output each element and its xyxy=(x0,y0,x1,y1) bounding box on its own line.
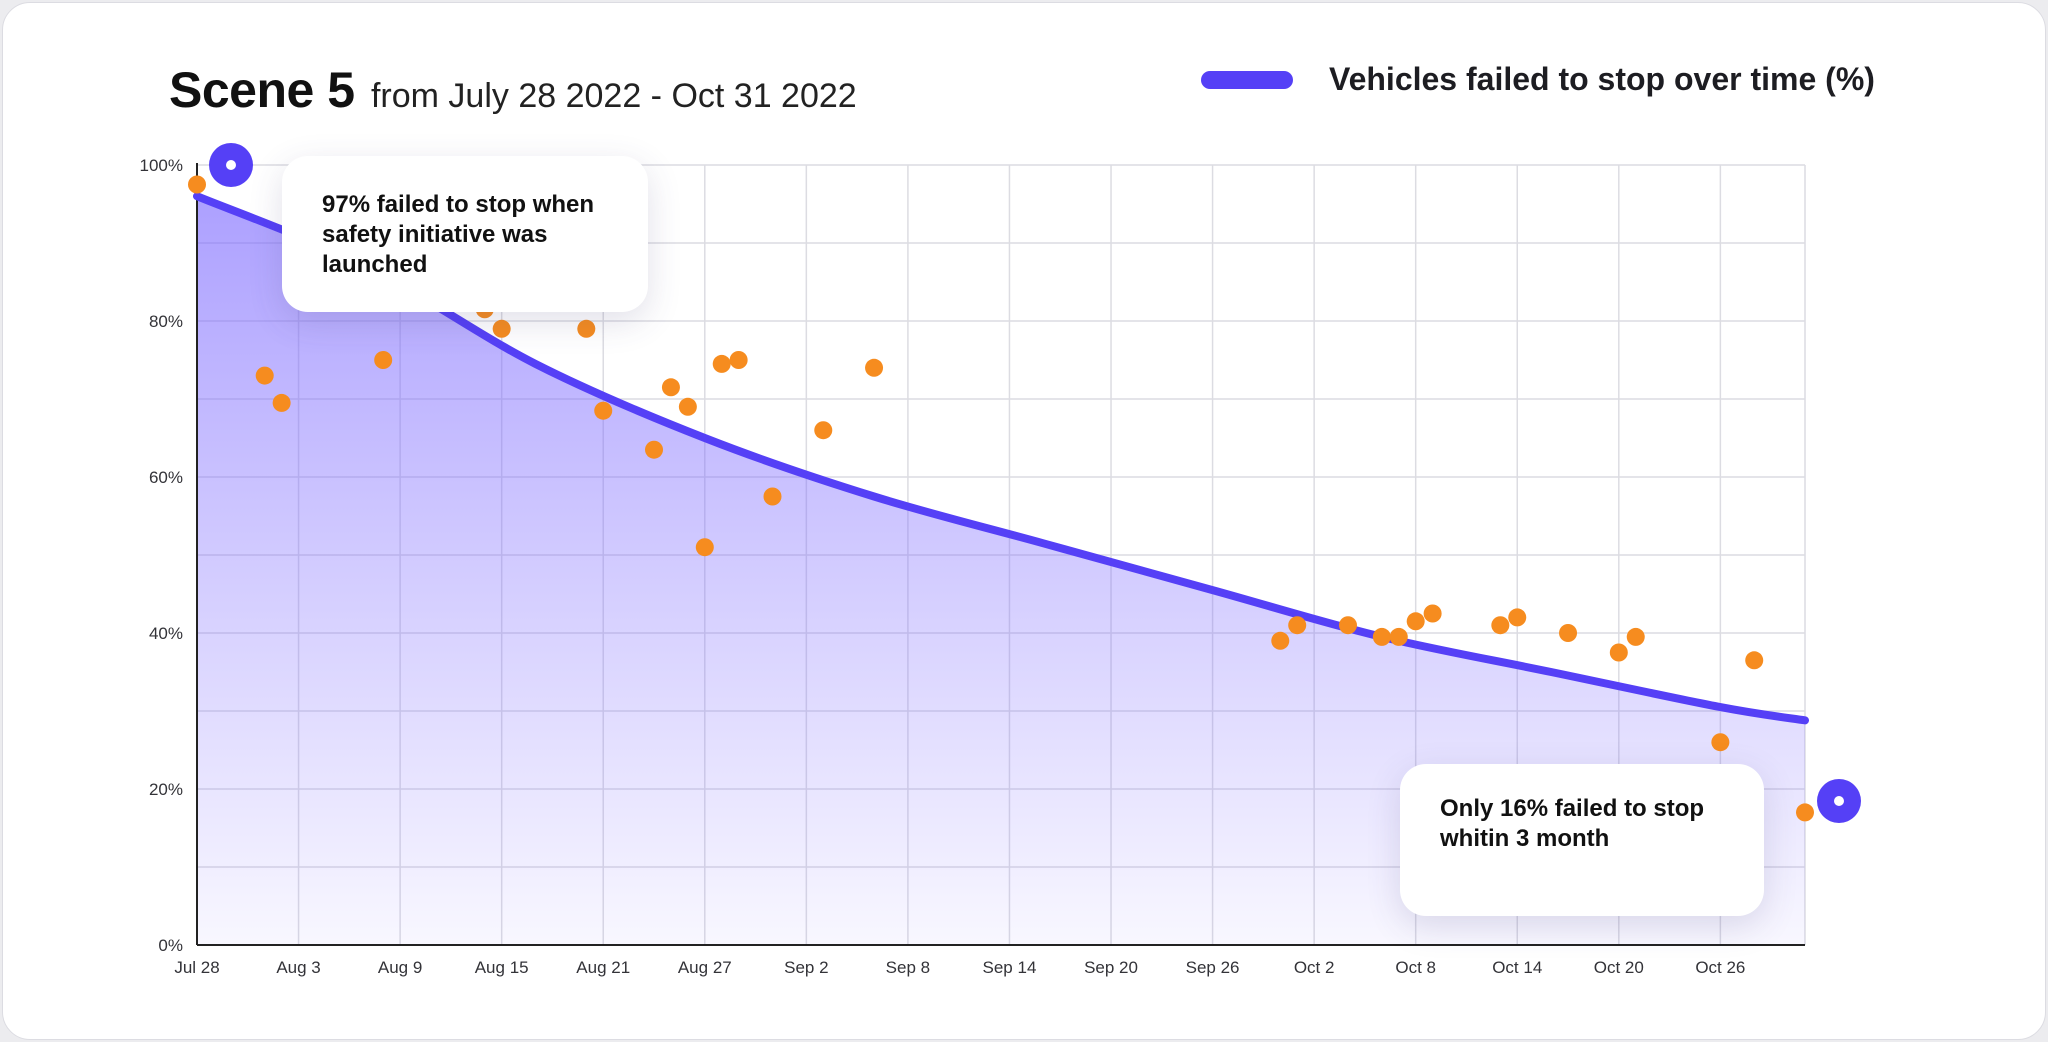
x-tick-label: Jul 28 xyxy=(174,958,219,977)
data-point xyxy=(1372,627,1391,646)
data-point xyxy=(255,366,274,385)
x-tick-label: Sep 20 xyxy=(1084,958,1138,977)
end-marker-icon xyxy=(1816,778,1861,823)
y-tick-label: 80% xyxy=(149,312,183,331)
data-point xyxy=(1288,616,1307,635)
data-point xyxy=(814,421,833,440)
y-tick-label: 0% xyxy=(158,936,183,955)
trend-area-layer xyxy=(197,196,1805,945)
data-point xyxy=(1626,627,1645,646)
x-tick-label: Sep 2 xyxy=(784,958,828,977)
data-point xyxy=(1389,627,1408,646)
data-point xyxy=(865,358,884,377)
data-point xyxy=(374,351,393,369)
chart-axes xyxy=(196,163,1805,946)
y-tick-label: 40% xyxy=(149,624,183,643)
x-tick-label: Aug 21 xyxy=(576,958,630,977)
chart-subtitle: from July 28 2022 - Oct 31 2022 xyxy=(370,77,857,115)
data-point xyxy=(1508,608,1527,627)
data-point xyxy=(1609,643,1628,662)
x-tick-label: Sep 8 xyxy=(886,958,930,977)
trend-line xyxy=(193,192,1809,725)
data-point xyxy=(763,487,782,506)
chart-title: Scene 5 xyxy=(169,62,355,118)
data-point xyxy=(1338,616,1357,635)
data-point xyxy=(1423,604,1442,623)
x-axis-ticks: Jul 28 Aug 3 Aug 9 Aug 15 Aug 21 Aug 27 Sep 2 S… xyxy=(174,958,1745,977)
data-point xyxy=(1559,624,1578,642)
start-callout: 97% failed to stop when safety initiativ… xyxy=(282,156,648,312)
x-tick-label: Aug 9 xyxy=(378,958,422,977)
y-tick-label: 20% xyxy=(149,780,183,799)
scatter-points xyxy=(188,175,1814,822)
x-tick-label: Oct 20 xyxy=(1594,958,1644,977)
data-point xyxy=(678,397,697,416)
x-tick-label: Oct 14 xyxy=(1492,958,1542,977)
start-marker-icon xyxy=(208,143,253,187)
data-point xyxy=(1796,803,1814,822)
end-callout: Only 16% failed to stop whitin 3 month xyxy=(1400,764,1764,916)
trend-area xyxy=(197,196,1805,945)
data-point xyxy=(577,319,596,338)
y-tick-label: 100% xyxy=(140,156,183,175)
data-point xyxy=(729,351,748,369)
legend-label: Vehicles failed to stop over time (%) xyxy=(1329,61,1875,97)
x-tick-label: Sep 14 xyxy=(983,958,1037,977)
x-tick-label: Sep 26 xyxy=(1186,958,1240,977)
data-point xyxy=(1406,612,1425,631)
x-tick-label: Oct 8 xyxy=(1395,958,1436,977)
data-point xyxy=(645,440,664,459)
y-axis-ticks: 0% 20% 40% 60% 80% 100% xyxy=(140,156,183,955)
trend-line-layer xyxy=(193,192,1809,725)
x-tick-label: Aug 15 xyxy=(475,958,529,977)
x-tick-label: Aug 27 xyxy=(678,958,732,977)
data-point xyxy=(712,354,731,373)
data-point xyxy=(1271,631,1290,650)
x-tick-label: Aug 3 xyxy=(276,958,320,977)
data-point xyxy=(272,393,291,412)
data-point xyxy=(695,538,714,557)
data-point xyxy=(1491,616,1510,635)
x-tick-label: Oct 2 xyxy=(1294,958,1335,977)
data-point xyxy=(188,175,206,194)
data-point xyxy=(661,378,680,397)
data-point xyxy=(594,401,613,420)
x-tick-label: Oct 26 xyxy=(1695,958,1745,977)
legend-swatch xyxy=(1201,70,1293,89)
chart-legend: Vehicles failed to stop over time (%) xyxy=(1201,61,1875,98)
data-point xyxy=(1711,733,1730,752)
data-point xyxy=(1745,651,1764,670)
data-point xyxy=(492,319,511,338)
chart-header: Scene 5 from July 28 2022 - Oct 31 2022 xyxy=(169,61,857,119)
y-tick-label: 60% xyxy=(149,468,183,487)
